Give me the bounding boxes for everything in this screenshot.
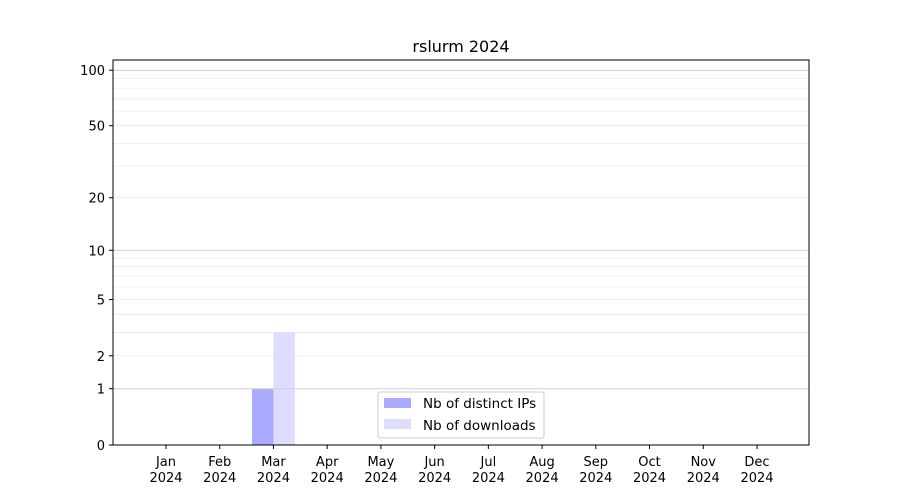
legend-box [377, 391, 545, 439]
x-tick-label: Apr [316, 455, 339, 470]
x-tick-label: Jun [423, 455, 444, 470]
x-tick-label: 2024 [687, 471, 720, 486]
x-tick-label: 2024 [364, 471, 397, 486]
x-tick-label: 2024 [472, 471, 505, 486]
axes: 0125102050100Jan2024Feb2024Mar2024Apr202… [80, 59, 810, 486]
x-tick-label: 2024 [579, 471, 612, 486]
x-tick-label: Sep [584, 455, 609, 470]
x-tick-label: 2024 [418, 471, 451, 486]
y-tick-label: 5 [97, 293, 105, 308]
x-tick-label: 2024 [203, 471, 236, 486]
x-tick-label: 2024 [633, 471, 666, 486]
x-tick-label: Jan [155, 455, 176, 470]
y-tick-label: 100 [80, 64, 105, 79]
x-tick-label: Mar [261, 455, 286, 470]
x-tick-label: Aug [529, 455, 554, 470]
x-tick-label: Nov [691, 455, 717, 470]
x-tick-label: 2024 [526, 471, 559, 486]
y-tick-label: 50 [88, 120, 105, 135]
x-tick-label: Oct [638, 455, 660, 470]
y-tick-label: 0 [97, 439, 105, 454]
x-tick-label: May [367, 455, 394, 470]
x-tick-label: 2024 [149, 471, 182, 486]
legend: Nb of distinct IPs Nb of downloads [377, 391, 545, 439]
legend-swatch-distinct-ips [384, 398, 411, 408]
y-tick-label: 20 [88, 192, 105, 207]
y-tick-label: 2 [97, 350, 105, 365]
x-tick-label: Dec [744, 455, 769, 470]
plot-frame [112, 59, 810, 446]
chart-title: rslurm 2024 [412, 37, 509, 56]
bar-distinct-ips [251, 388, 274, 445]
legend-label-distinct-ips: Nb of distinct IPs [423, 396, 536, 412]
legend-label-downloads: Nb of downloads [423, 418, 536, 434]
x-tick-label: Feb [208, 455, 231, 470]
y-tick-label: 1 [97, 383, 105, 398]
x-tick-label: 2024 [257, 471, 290, 486]
x-tick-label: Jul [480, 455, 497, 470]
y-tick-label: 10 [88, 244, 105, 259]
gridlines [113, 78, 809, 357]
x-tick-label: 2024 [311, 471, 344, 486]
x-tick-label: 2024 [740, 471, 773, 486]
legend-swatch-downloads [384, 419, 411, 429]
